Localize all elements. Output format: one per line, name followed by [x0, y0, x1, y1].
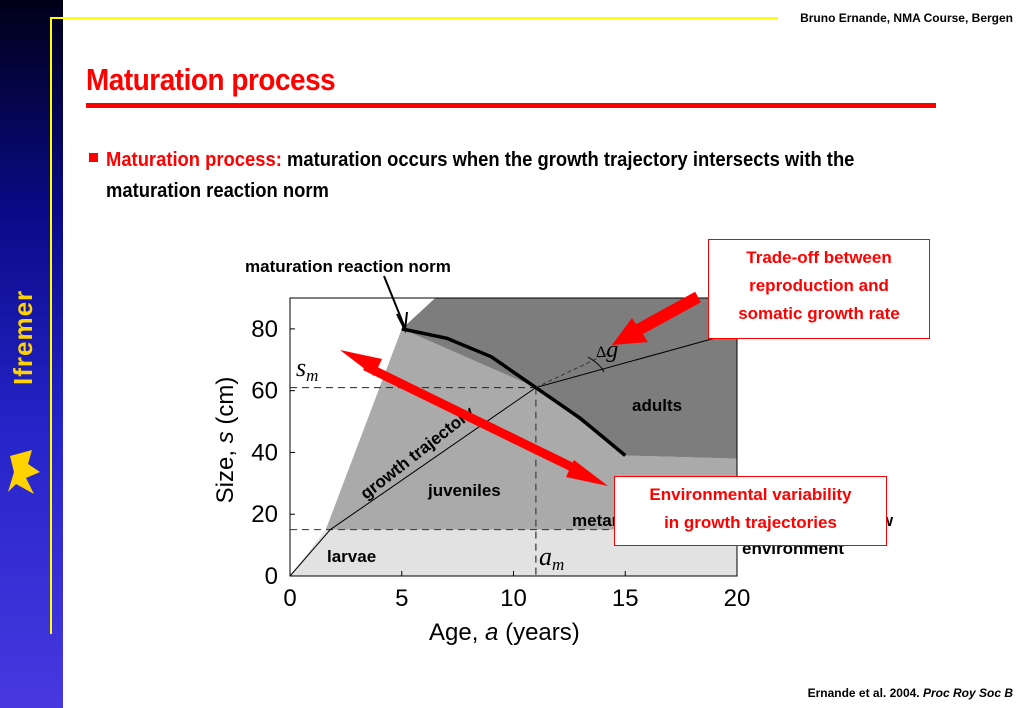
y-tick-label: 60	[251, 378, 278, 405]
citation-journal: Proc Roy Soc B	[922, 686, 1013, 700]
series-maturation-reaction-norm	[401, 327, 627, 457]
frame-vertical-line	[50, 17, 52, 634]
x-tick-label: 10	[500, 585, 527, 612]
bullet-lead: Maturation process:	[106, 149, 282, 171]
x-tick-label: 15	[612, 585, 639, 612]
frame-horizontal-line	[50, 17, 778, 19]
reaction-norm-pointer-head	[396, 311, 408, 334]
y-tick-label: 80	[251, 316, 278, 343]
tradeoff-line-2: reproduction and	[749, 276, 889, 295]
label-s-m: sm	[296, 353, 318, 385]
envvar-callout: Environmental variability in growth traj…	[614, 476, 887, 546]
series-alternative-trajectory	[535, 353, 608, 389]
label-juveniles: juveniles	[427, 481, 501, 500]
tradeoff-callout: Trade-off between reproduction and somat…	[708, 239, 930, 339]
variability-arrow-head-end	[566, 460, 608, 486]
label-reaction-norm: maturation reaction norm	[245, 257, 451, 276]
bullet-text: Maturation process: maturation occurs wh…	[106, 145, 860, 207]
tradeoff-arrow-head	[612, 318, 648, 345]
y-tick-label: 40	[251, 439, 278, 466]
label-adults: adults	[632, 396, 682, 415]
x-axis-title: Age, a (years)	[429, 619, 580, 646]
bullet-square-icon	[89, 153, 98, 162]
author-header: Bruno Ernande, NMA Course, Bergen	[800, 11, 1013, 25]
fish-logo-icon	[8, 450, 40, 494]
reaction-norm-pointer-line	[383, 275, 406, 329]
variability-arrow-shaft	[363, 361, 582, 476]
label-larvae: larvae	[327, 547, 376, 566]
page-title: Maturation process	[86, 62, 336, 97]
citation: Ernande et al. 2004. Proc Roy Soc B	[808, 686, 1013, 700]
x-tick-label: 0	[283, 585, 296, 612]
tradeoff-arrow-shaft	[635, 291, 701, 336]
delta-g-arc	[587, 356, 605, 373]
title-divider	[86, 103, 936, 108]
y-tick-label: 0	[265, 563, 278, 590]
y-axis-title: Size, s (cm)	[212, 377, 239, 504]
sidebar-band	[0, 0, 63, 708]
bullet-body: maturation occurs when the growth trajec…	[106, 149, 855, 202]
x-tick-label: 5	[395, 585, 408, 612]
label-a-m: am	[539, 542, 564, 574]
envvar-line-2: in growth trajectories	[664, 513, 837, 532]
tradeoff-line-1: Trade-off between	[746, 248, 892, 267]
tradeoff-line-3: somatic growth rate	[738, 304, 900, 323]
series-growth-trajectory	[289, 331, 738, 577]
y-tick-label: 20	[251, 501, 278, 528]
envvar-line-1: Environmental variability	[649, 485, 852, 504]
citation-authors: Ernande et al. 2004.	[807, 686, 923, 700]
x-tick-label: 20	[724, 585, 751, 612]
variability-arrow-head-start	[340, 350, 382, 376]
